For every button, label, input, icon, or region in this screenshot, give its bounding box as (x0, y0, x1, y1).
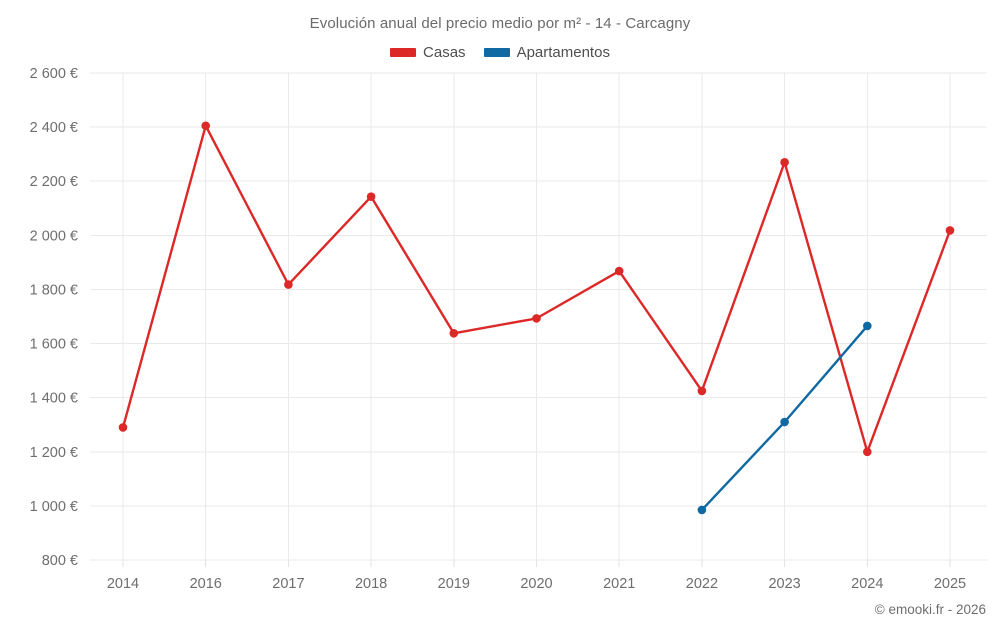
legend-color-swatch-apartamentos (483, 48, 510, 57)
x-axis-labels: 2014 2016 2017 2018 2019 2020 2021 2022 2023 2024… (107, 576, 966, 592)
x-axis-tick-label: 2024 (851, 576, 883, 592)
x-axis-tick-label: 2018 (355, 576, 387, 592)
data-point-casas[interactable] (118, 423, 128, 432)
y-axis-tick-label: 1 400 € (30, 391, 78, 407)
data-point-casas[interactable] (780, 157, 789, 167)
data-point-casas[interactable] (366, 192, 376, 201)
y-axis-tick-label: 2 600 € (30, 66, 78, 82)
legend-item-apartamentos[interactable]: Apartamentos (483, 44, 610, 61)
y-axis-tick-label: 1 600 € (30, 337, 78, 353)
chart-title: Evolución anual del precio medio por m² … (309, 15, 691, 32)
legend-item-casas[interactable]: Casas (390, 44, 466, 61)
legend-label-casas: Casas (423, 44, 466, 61)
data-point-casas[interactable] (697, 386, 707, 396)
data-point-apartamentos[interactable] (697, 505, 707, 515)
data-point-casas[interactable] (449, 328, 459, 338)
grid-lines (90, 72, 987, 567)
x-axis-tick-label: 2016 (190, 576, 222, 592)
y-axis-tick-label: 1 200 € (30, 445, 78, 461)
data-point-casas[interactable] (201, 121, 210, 131)
y-axis-tick-label: 1 800 € (30, 282, 78, 298)
y-axis-tick-label: 2 000 € (30, 228, 78, 244)
x-axis-tick-label: 2020 (520, 576, 552, 592)
data-point-apartamentos[interactable] (780, 417, 789, 427)
x-axis-tick-label: 2019 (438, 576, 470, 592)
y-axis-tick-label: 2 200 € (30, 174, 78, 190)
x-axis-tick-label: 2021 (603, 576, 635, 592)
data-point-casas[interactable] (863, 447, 872, 457)
x-axis-tick-label: 2022 (686, 576, 718, 592)
data-point-casas[interactable] (945, 226, 955, 235)
data-point-casas[interactable] (284, 280, 293, 289)
data-point-casas[interactable] (614, 266, 624, 276)
y-axis-tick-label: 1 000 € (30, 499, 78, 515)
y-axis-tick-label: 800 € (42, 553, 78, 569)
data-point-casas[interactable] (532, 314, 541, 323)
data-point-apartamentos[interactable] (863, 321, 872, 331)
x-axis-tick-label: 2014 (107, 576, 139, 592)
x-axis-tick-label: 2023 (768, 576, 800, 592)
y-axis-tick-label: 2 400 € (30, 120, 78, 136)
data-series-layer (118, 121, 955, 515)
legend-color-swatch-casas (390, 48, 417, 57)
x-axis-tick-label: 2025 (934, 576, 966, 592)
x-axis-tick-label: 2017 (272, 576, 304, 592)
y-axis-labels: 800 € 1 000 € 1 200 € 1 400 € 1 600 € 1 800 €… (30, 66, 78, 569)
chart-legend: Casas Apartamentos (0, 44, 1000, 61)
copyright-credit: © emooki.fr - 2026 (874, 602, 986, 617)
legend-label-apartamentos: Apartamentos (516, 44, 610, 61)
